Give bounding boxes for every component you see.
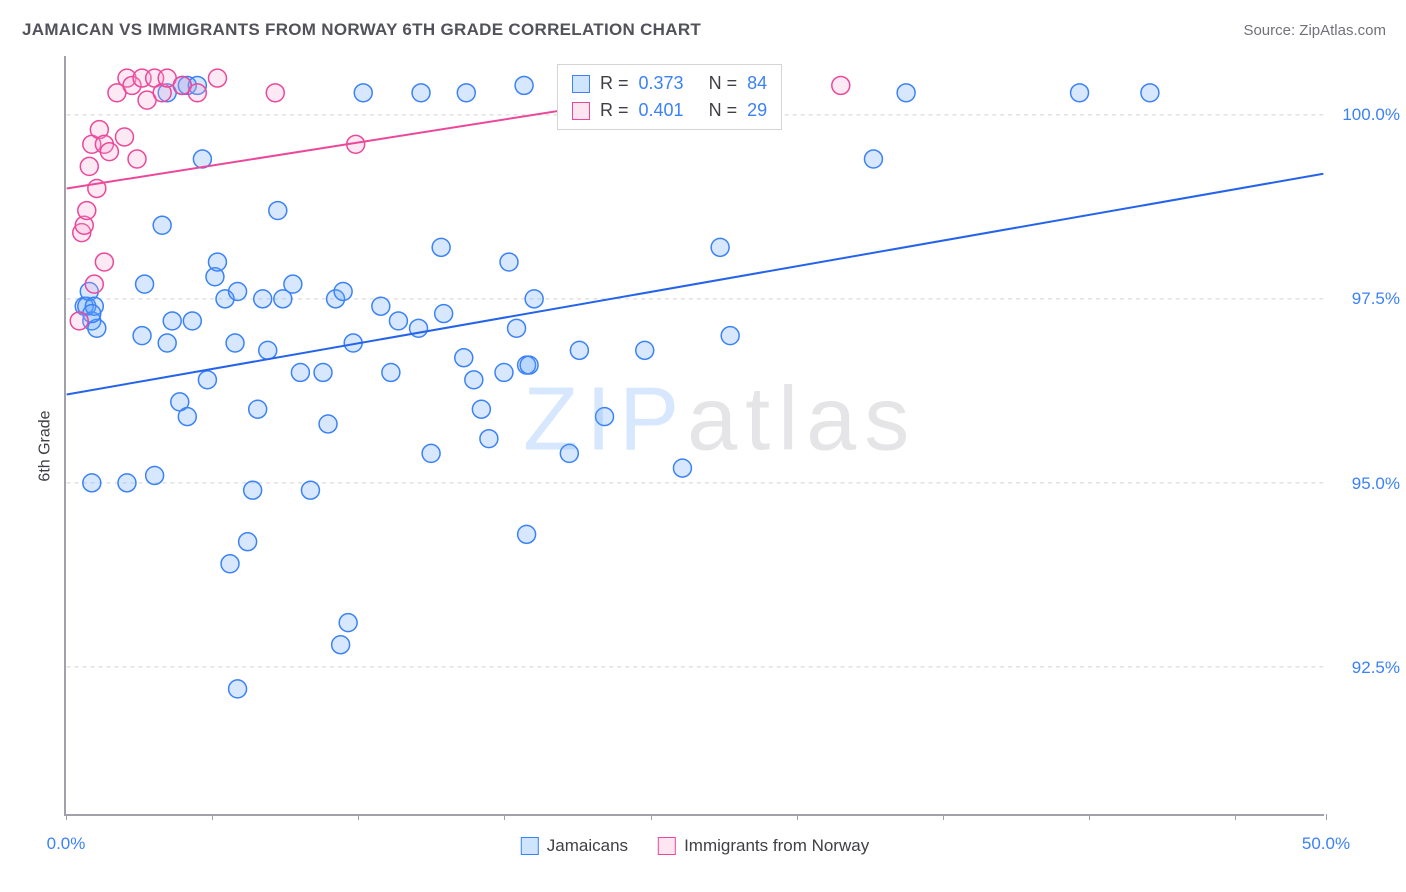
x-tick-label: 0.0% [47, 834, 86, 854]
y-axis-label: 6th Grade [37, 410, 55, 481]
stats-swatch-norway [572, 102, 590, 120]
x-tick-mark [66, 814, 67, 820]
stats-r-label: R = [600, 73, 629, 94]
stats-n-value: 84 [747, 73, 767, 94]
stats-row-norway: R = 0.401 N = 29 [572, 100, 767, 121]
source-attribution: Source: ZipAtlas.com [1243, 22, 1386, 39]
x-tick-mark [651, 814, 652, 820]
stats-row-jamaicans: R = 0.373 N = 84 [572, 73, 767, 94]
chart-title: JAMAICAN VS IMMIGRANTS FROM NORWAY 6TH G… [22, 20, 701, 40]
stats-box: R = 0.373 N = 84 R = 0.401 N = 29 [557, 64, 782, 130]
x-tick-mark [358, 814, 359, 820]
plot-svg [66, 56, 1324, 814]
legend: Jamaicans Immigrants from Norway [521, 836, 869, 856]
stats-r-value: 0.373 [639, 73, 684, 94]
y-tick-label: 95.0% [1352, 474, 1400, 494]
stats-r-value: 0.401 [639, 100, 684, 121]
stats-swatch-jamaicans [572, 75, 590, 93]
legend-item-norway: Immigrants from Norway [658, 836, 869, 856]
stats-r-label: R = [600, 100, 629, 121]
x-tick-mark [212, 814, 213, 820]
x-tick-mark [1326, 814, 1327, 820]
legend-label-norway: Immigrants from Norway [684, 836, 869, 856]
stats-n-value: 29 [747, 100, 767, 121]
y-tick-label: 100.0% [1342, 105, 1400, 125]
x-tick-mark [504, 814, 505, 820]
legend-item-jamaicans: Jamaicans [521, 836, 628, 856]
x-tick-mark [943, 814, 944, 820]
legend-label-jamaicans: Jamaicans [547, 836, 628, 856]
x-tick-mark [1089, 814, 1090, 820]
stats-n-label: N = [709, 73, 738, 94]
correlation-chart: JAMAICAN VS IMMIGRANTS FROM NORWAY 6TH G… [0, 0, 1406, 892]
y-tick-label: 92.5% [1352, 658, 1400, 678]
legend-swatch-jamaicans [521, 837, 539, 855]
legend-swatch-norway [658, 837, 676, 855]
x-tick-mark [1235, 814, 1236, 820]
plot-area: ZIPatlas R = 0.373 N = 84 R = 0.401 N = … [64, 56, 1324, 816]
stats-n-label: N = [709, 100, 738, 121]
y-tick-label: 97.5% [1352, 289, 1400, 309]
x-tick-label: 50.0% [1302, 834, 1350, 854]
x-tick-mark [797, 814, 798, 820]
